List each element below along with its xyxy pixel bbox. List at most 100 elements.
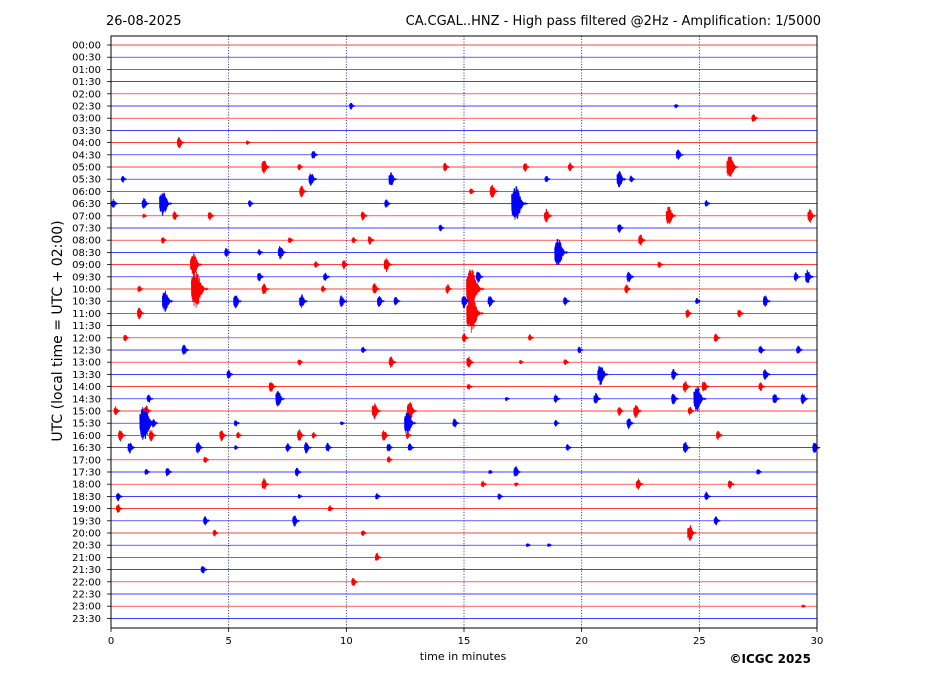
vertical-gridlines	[228, 36, 700, 628]
seismic-event	[351, 577, 359, 587]
seismic-event	[261, 478, 270, 490]
seismic-event	[137, 307, 145, 320]
seismic-event	[751, 114, 759, 122]
seismic-event	[800, 393, 809, 405]
seismic-event	[763, 368, 771, 380]
seismic-event	[577, 346, 584, 354]
seismic-event	[172, 211, 180, 220]
seismic-event	[796, 345, 804, 354]
y-tick-label: 16:00	[72, 431, 101, 442]
seismic-event	[386, 443, 394, 452]
seismic-event	[758, 345, 766, 354]
seismic-event	[543, 208, 553, 223]
seismic-event	[565, 444, 572, 451]
seismic-event	[452, 418, 460, 428]
seismic-event	[693, 386, 707, 412]
seismic-event	[113, 406, 121, 416]
seismic-event	[304, 442, 312, 454]
seismic-event	[367, 236, 375, 245]
seismic-event	[481, 480, 488, 488]
seismic-event	[325, 442, 333, 452]
seismic-event	[233, 295, 242, 309]
x-tick-label: 0	[108, 636, 114, 647]
seismic-event	[146, 394, 154, 403]
seismic-event	[339, 295, 348, 307]
y-tick-label: 06:00	[72, 187, 101, 198]
seismic-event	[793, 272, 801, 282]
seismic-event	[675, 149, 684, 160]
y-tick-label: 00:30	[72, 53, 101, 64]
seismic-event	[123, 334, 130, 342]
seismic-event	[513, 466, 522, 477]
y-tick-label: 21:00	[72, 553, 101, 564]
seismic-event	[226, 369, 234, 379]
seismic-event	[195, 442, 204, 454]
seismic-event	[489, 184, 499, 198]
seismic-event	[567, 162, 575, 172]
x-tick-labels: 0 5 10 15 20 25 30	[108, 628, 823, 647]
seismic-event	[805, 269, 814, 283]
y-tick-label: 05:00	[72, 163, 101, 174]
y-tick-label: 02:00	[72, 89, 101, 100]
seismic-event	[704, 491, 712, 501]
seismic-event	[219, 430, 228, 442]
seismic-event	[234, 445, 240, 451]
seismic-event	[763, 295, 771, 307]
seismic-event	[275, 390, 286, 407]
seismic-event	[597, 365, 609, 386]
seismic-event	[682, 441, 691, 454]
seismic-event	[212, 529, 219, 537]
seismic-event	[297, 429, 305, 441]
seismic-event	[704, 200, 711, 207]
seismic-event	[756, 469, 763, 475]
seismic-event	[758, 382, 766, 392]
seismic-event	[200, 566, 208, 574]
seismic-event	[713, 333, 721, 342]
seismic-event	[384, 199, 392, 208]
seismic-event	[374, 552, 382, 561]
seismic-event	[361, 346, 368, 353]
y-tick-label: 10:00	[72, 285, 101, 296]
x-tick-label: 25	[693, 636, 706, 647]
seismic-event	[311, 432, 318, 439]
seismic-event	[191, 271, 209, 308]
y-tick-label: 10:30	[72, 297, 101, 308]
seismic-event	[674, 104, 680, 109]
seismic-event	[801, 604, 807, 608]
seismic-event	[626, 271, 635, 283]
y-tick-label: 17:00	[72, 455, 101, 466]
seismic-event	[544, 175, 551, 183]
copyright-label: ©ICGC 2025	[729, 652, 811, 666]
seismic-event	[737, 309, 745, 318]
seismic-event	[297, 494, 303, 499]
seismic-event	[292, 515, 301, 527]
seismic-event	[466, 295, 485, 333]
seismic-event	[624, 284, 632, 294]
seismic-event	[297, 359, 304, 366]
seismic-event	[361, 530, 368, 537]
seismic-event	[375, 492, 382, 500]
seismic-event	[118, 430, 126, 442]
seismic-event	[377, 295, 385, 307]
y-tick-label: 08:30	[72, 248, 101, 259]
seismic-event	[497, 493, 504, 500]
y-tick-label: 14:00	[72, 382, 101, 393]
seismic-event	[299, 294, 308, 309]
y-tick-label: 18:30	[72, 492, 101, 503]
seismic-event	[514, 482, 520, 487]
y-tick-label: 04:30	[72, 150, 101, 161]
seismic-traces	[111, 44, 821, 619]
seismic-event	[563, 359, 570, 366]
seismic-event	[443, 162, 451, 172]
seismic-event	[727, 480, 735, 489]
seismic-event	[772, 393, 781, 404]
seismic-event	[671, 393, 680, 405]
seismic-event	[716, 430, 724, 441]
y-tick-label: 05:30	[72, 175, 101, 186]
seismic-event	[563, 297, 571, 306]
seismic-event	[393, 296, 401, 306]
y-tick-label: 01:00	[72, 65, 101, 76]
y-tick-label: 16:30	[72, 443, 101, 454]
seismic-event	[638, 234, 647, 246]
